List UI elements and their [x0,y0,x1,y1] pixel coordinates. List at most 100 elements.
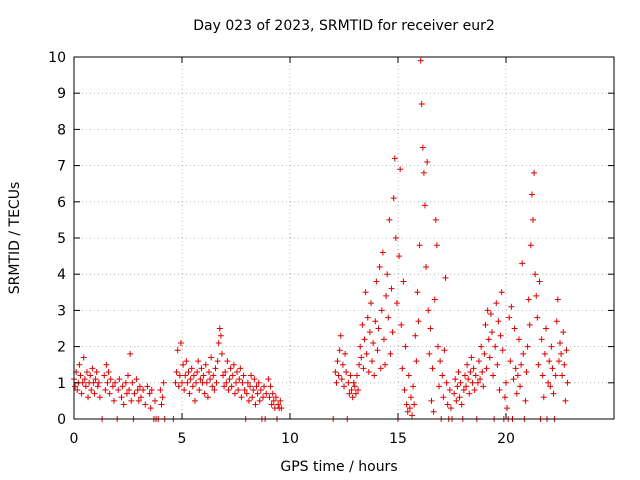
data-point [358,354,365,361]
data-point [532,271,539,278]
data-point [254,390,261,397]
data-point [221,383,228,390]
data-point [495,318,502,325]
data-point [426,350,433,357]
data-point [396,253,403,260]
data-point [428,397,435,404]
data-point [507,358,514,365]
data-point [106,390,113,397]
y-tick-label: 4 [57,267,66,283]
y-tick-label: 2 [57,340,66,356]
data-point [492,343,499,350]
x-tick-label: 5 [178,431,187,447]
data-point [122,379,129,386]
data-point [336,347,343,354]
data-point [523,368,530,375]
data-point [460,387,467,394]
data-point [217,332,224,339]
x-tick-label: 10 [281,431,299,447]
data-point [519,260,526,267]
data-point [431,296,438,303]
data-point [474,379,481,386]
data-point [548,343,555,350]
data-point [496,387,503,394]
data-point [465,376,472,383]
data-point [351,383,358,390]
data-point [476,358,482,365]
data-point [251,376,258,383]
data-point [427,325,434,332]
data-point [142,401,149,408]
data-point [224,358,231,365]
data-point [553,318,560,325]
y-tick-label: 7 [57,159,66,175]
data-point [397,166,404,173]
data-point [206,368,212,375]
data-point [470,365,477,372]
data-point [412,332,419,339]
data-point [385,314,392,321]
data-point [436,383,443,390]
data-point [177,339,184,346]
data-point [275,401,282,408]
data-point [146,390,153,397]
data-point [341,383,347,390]
data-point [525,296,532,303]
data-point [503,379,509,386]
data-point [419,144,426,151]
data-point [522,397,529,404]
data-point [272,394,279,401]
data-point [250,387,257,394]
data-point [343,368,350,375]
data-point [483,365,490,372]
data-point [371,372,378,379]
data-point [439,372,446,379]
data-point [223,379,230,386]
data-point [458,401,465,408]
data-point [558,350,565,357]
data-point [506,314,513,321]
data-point [362,289,369,296]
data-point [424,158,431,165]
data-point [478,343,485,350]
data-point [373,278,380,285]
data-point [356,361,363,368]
data-point [402,343,409,350]
data-point [430,408,437,415]
data-point [128,397,135,404]
data-point [468,354,475,361]
data-point [368,300,374,307]
data-point [241,387,248,394]
data-point [386,216,393,223]
data-point [225,387,232,394]
data-point [400,278,407,285]
data-point [87,372,94,379]
data-point [333,379,340,386]
data-point [404,408,411,415]
data-point [407,394,414,401]
data-point [89,365,96,372]
data-point [135,397,142,404]
data-point [357,343,364,350]
data-point [413,358,420,365]
data-point [463,383,470,390]
data-point [471,387,478,394]
data-point [105,368,112,375]
data-point [530,216,536,223]
data-point [383,292,390,299]
y-tick-label: 10 [48,50,66,66]
data-point [554,296,561,303]
data-point [95,379,102,386]
data-point [147,405,154,412]
data-point [79,379,86,386]
data-point [353,372,360,379]
data-point [536,278,543,285]
data-point [539,372,546,379]
data-point [335,372,342,379]
data-point [552,372,559,379]
data-point [277,397,284,404]
data-point [479,368,486,375]
data-point [81,376,88,383]
data-point [332,368,339,375]
